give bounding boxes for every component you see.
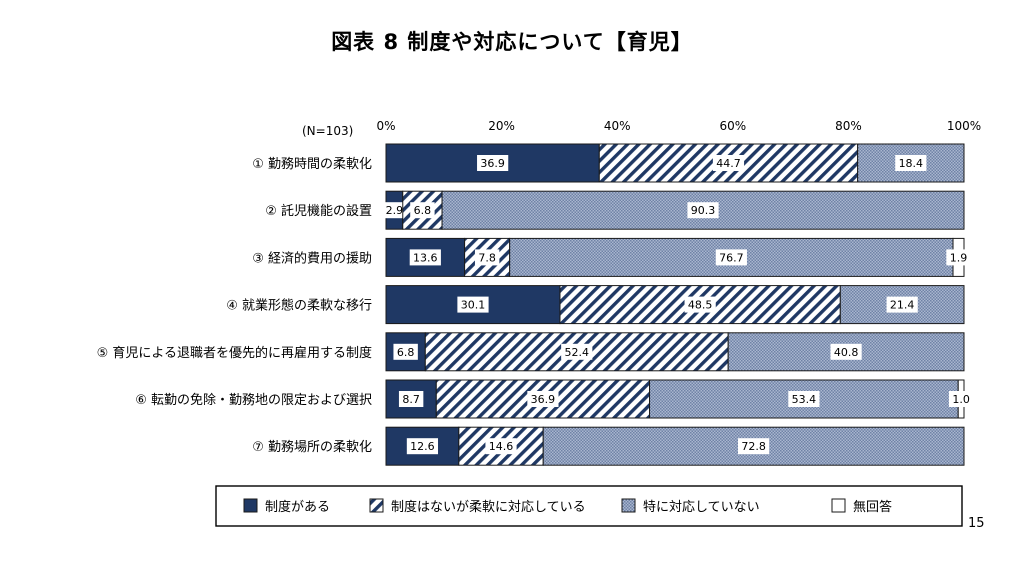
value-label: 6.8 [397,346,415,359]
value-label: 2.9 [386,204,404,217]
value-label-bg [409,249,441,266]
value-label: 12.6 [410,440,435,453]
value-label-bg [477,155,509,171]
value-label-bg [485,438,517,455]
bar-segment [839,285,965,325]
value-label-bg [738,438,770,455]
value-label: 36.9 [480,157,505,170]
value-label-bg [527,391,559,407]
category-label: ③ 経済的費用の援助 [252,250,372,266]
value-label-bg [715,249,747,266]
value-label: 76.7 [719,251,744,264]
x-tick-label: 0% [376,119,395,133]
category-label: ⑥ 転勤の免除・勤務地の限定および選択 [135,393,372,408]
legend-label: 無回答 [853,499,892,515]
value-label-bg [398,391,424,407]
legend-label: 制度はないが柔軟に対応している [391,499,586,515]
value-label-bg [895,155,927,171]
value-label: 53.4 [792,393,817,406]
value-label: 18.4 [899,157,924,170]
value-label-bg [712,155,745,171]
legend-swatch [369,498,384,513]
value-label: 44.7 [716,157,741,170]
value-label-bg [948,391,974,407]
x-tick-label: 100% [947,119,981,133]
value-label-bg [393,343,418,360]
category-label: ④ 就業形態の柔軟な移行 [226,298,372,314]
value-label: 52.4 [564,346,589,359]
value-label-bg [788,391,820,407]
value-label-bg [382,202,407,219]
category-label: ② 託児機能の設置 [265,203,372,219]
category-label: ⑤ 育児による退職者を優先的に再雇用する制度 [97,345,372,361]
sample-size-label: (N=103) [302,124,354,138]
legend-label: 特に対応していない [643,500,760,515]
value-label-bg [830,343,862,360]
x-tick-label: 80% [835,119,862,133]
value-label: 1.0 [952,393,970,406]
legend-swatch [621,498,636,513]
value-label: 72.8 [741,440,766,453]
legend-swatch [243,498,258,513]
value-label: 48.5 [688,299,713,312]
value-label: 6.8 [414,204,432,217]
value-label: 36.9 [531,393,556,406]
page-number: 15 [968,516,985,531]
value-label-bg [406,438,439,455]
chart-title: 図表 8 制度や対応について【育児】 [331,30,693,54]
value-label: 40.8 [834,346,859,359]
value-label-bg [410,202,435,219]
value-label: 7.8 [478,251,496,264]
value-label: 30.1 [461,299,486,312]
value-label: 14.6 [489,440,514,453]
category-label: ① 勤務時間の柔軟化 [252,156,372,172]
value-label-bg [457,296,489,313]
x-tick-label: 60% [719,119,746,133]
x-tick-label: 40% [604,119,631,133]
x-tick-label: 20% [488,119,515,133]
value-label-bg [561,343,593,360]
category-label: ⑦ 勤務場所の柔軟化 [252,439,372,455]
value-label-bg [684,296,716,313]
legend-swatch [831,498,846,513]
value-label: 13.6 [413,251,438,264]
value-label: 8.7 [402,393,420,406]
value-label: 90.3 [691,204,716,217]
value-label: 1.9 [950,251,968,264]
legend-label: 制度がある [265,499,330,515]
value-label: 21.4 [890,299,915,312]
value-label-bg [946,249,971,266]
value-label-bg [474,249,500,266]
value-label-bg [687,202,719,219]
value-label-bg [886,296,918,313]
